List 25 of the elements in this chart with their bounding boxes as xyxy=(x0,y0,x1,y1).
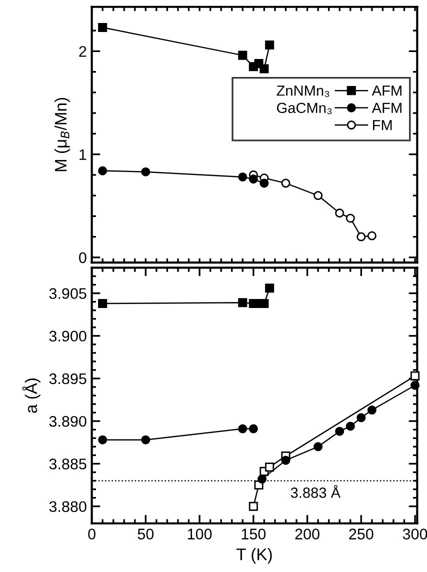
y-tick-label: 3.880 xyxy=(49,501,86,512)
x-tick-label: 200 xyxy=(295,528,320,540)
annotation: ZnNMn₃ xyxy=(276,86,330,97)
annotation: 3.883 Å xyxy=(290,484,341,498)
y-tick-label: 3.900 xyxy=(49,330,86,342)
y-tick-label: 1 xyxy=(80,149,86,160)
y-tick-label: 3.895 xyxy=(49,373,86,384)
x-tick-label: 100 xyxy=(188,528,212,540)
y-tick-label: 0 xyxy=(79,252,86,264)
y-axis-title: a (Å) xyxy=(22,378,40,413)
x-tick-label: 0 xyxy=(88,528,96,540)
y-tick-label: 3.905 xyxy=(49,288,86,299)
y-tick-label: 2 xyxy=(79,46,86,57)
x-axis-title: T (K) xyxy=(236,548,272,564)
x-tick-label: 150 xyxy=(242,528,266,540)
y-axis-title: M (μ$_{B}$/Mn) xyxy=(54,98,70,172)
x-tick-label: 300 xyxy=(402,528,427,540)
legend-label: AFM xyxy=(372,102,402,113)
y-tick-label: 3.885 xyxy=(49,458,86,470)
legend-label: AFM xyxy=(372,86,402,96)
x-tick-label: 250 xyxy=(349,528,374,540)
legend-label: FM xyxy=(373,120,392,130)
x-tick-label: 50 xyxy=(138,528,154,540)
y-tick-label: 3.890 xyxy=(49,416,86,427)
annotation: GaCMn₃ xyxy=(276,102,332,114)
